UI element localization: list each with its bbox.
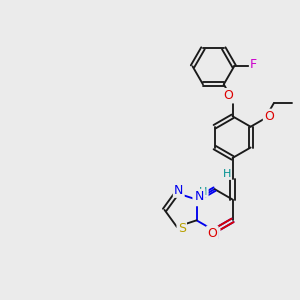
Text: F: F: [250, 58, 257, 71]
Text: N: N: [194, 192, 203, 205]
Text: N: N: [174, 184, 183, 196]
Text: N: N: [195, 190, 204, 203]
Text: O: O: [207, 226, 217, 240]
Text: H: H: [199, 187, 208, 196]
Text: N: N: [210, 229, 219, 242]
Text: O: O: [264, 110, 274, 123]
Text: O: O: [224, 89, 234, 102]
Text: H: H: [223, 169, 231, 179]
Text: S: S: [178, 222, 186, 235]
